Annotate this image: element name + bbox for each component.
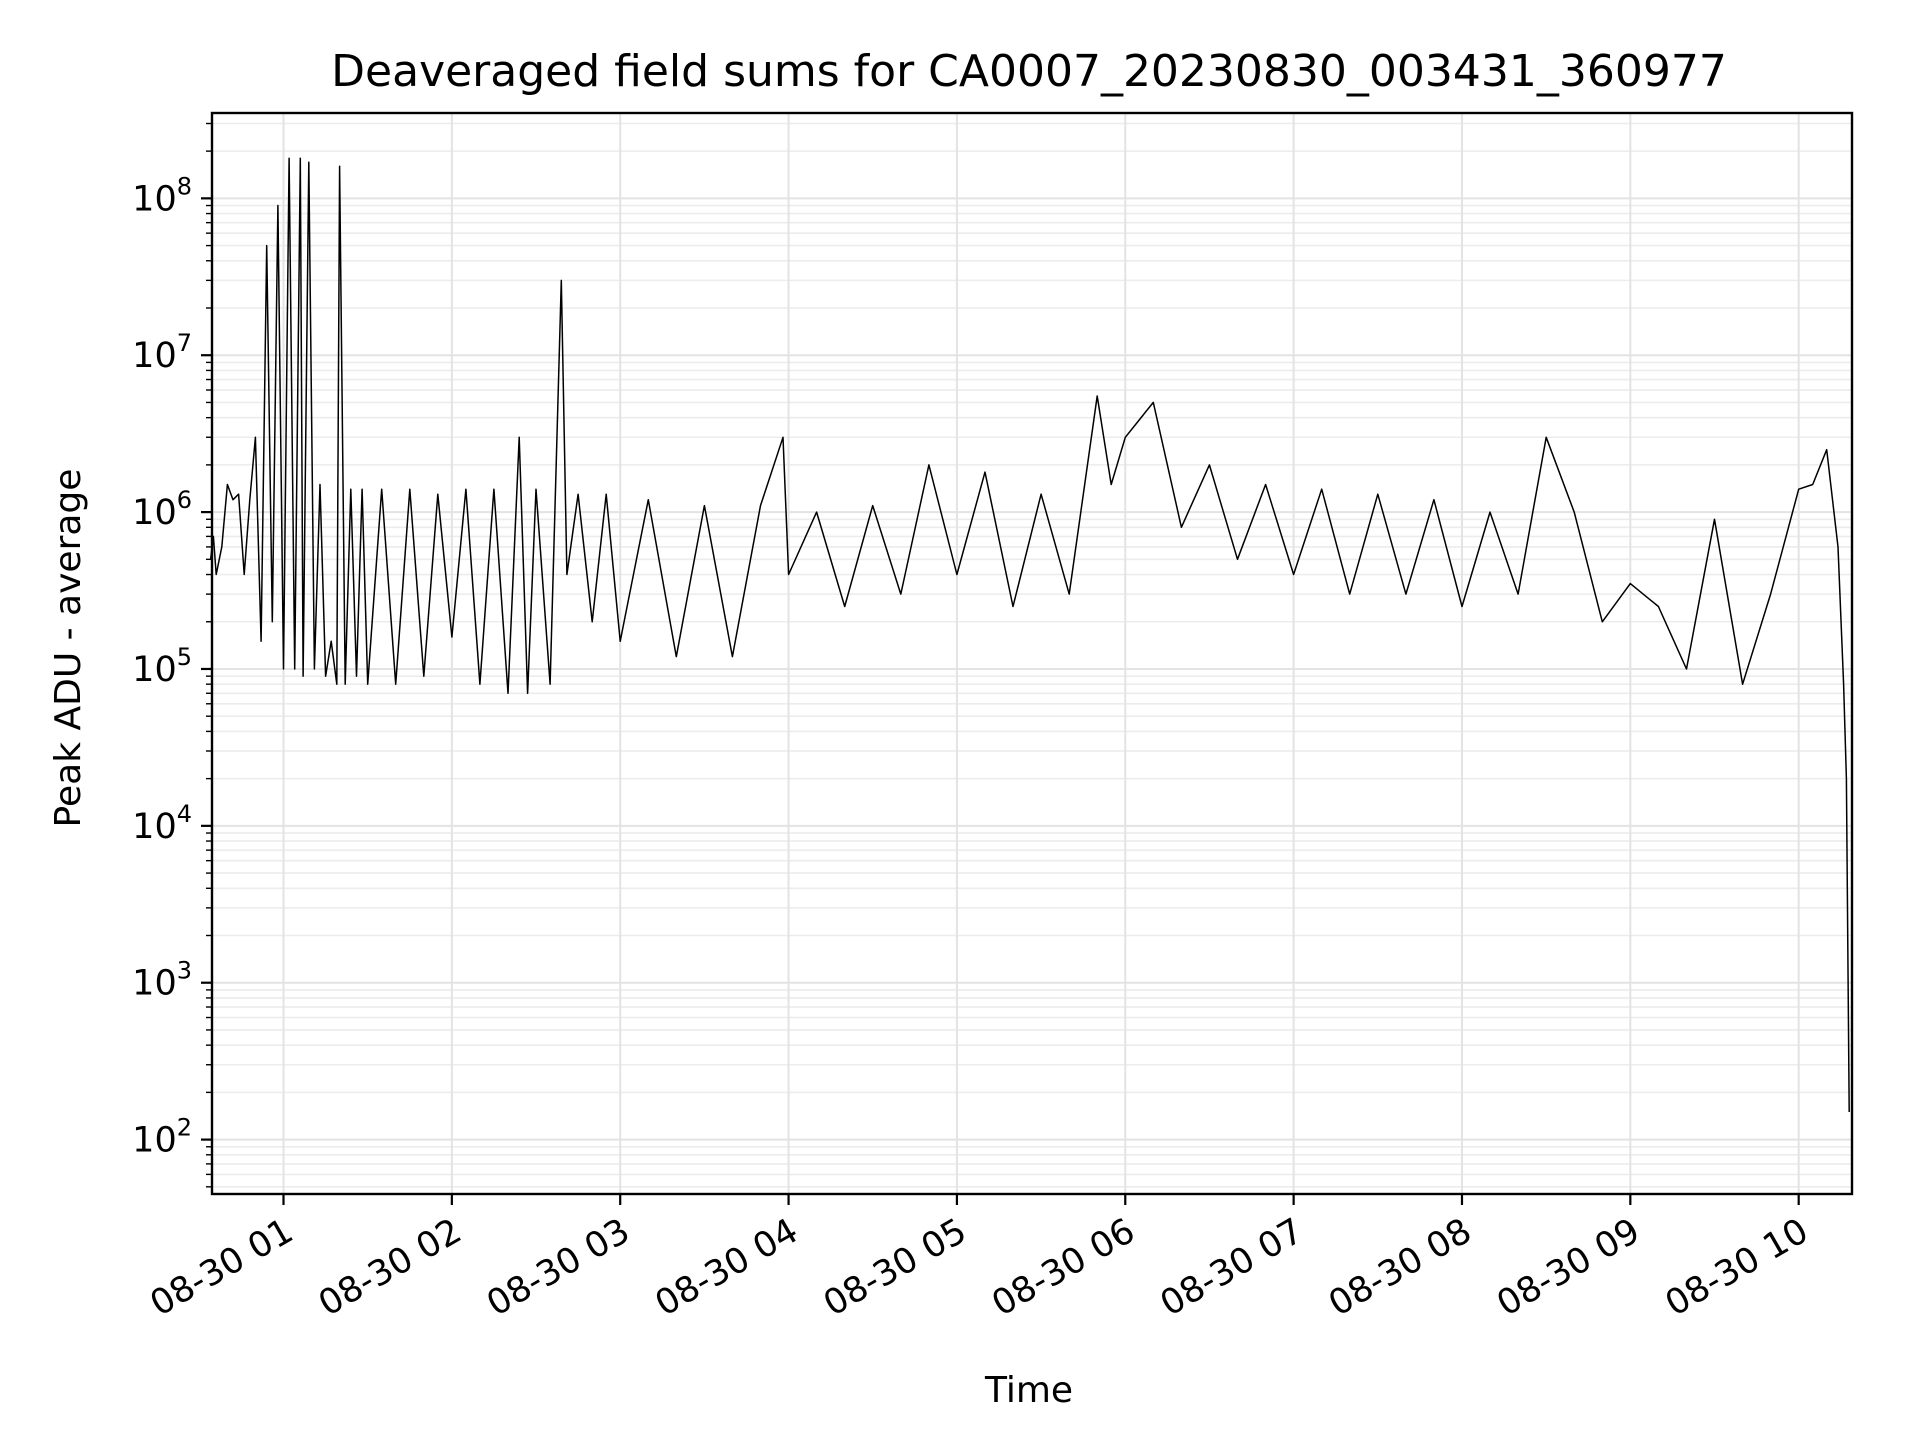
x-tick-label: 08-30 07 <box>1154 1211 1310 1324</box>
x-tick-label: 08-30 08 <box>1322 1211 1478 1324</box>
y-tick-label: 107 <box>132 329 192 376</box>
y-tick-label: 105 <box>132 643 192 690</box>
series-layer <box>209 157 1850 1113</box>
x-tick-label: 08-30 01 <box>144 1211 300 1324</box>
x-axis-label: Time <box>984 1370 1073 1411</box>
grid-layer <box>212 113 1852 1194</box>
x-tick-label: 08-30 03 <box>480 1211 636 1324</box>
y-tick-label: 102 <box>132 1114 192 1161</box>
x-tick-label: 08-30 02 <box>312 1211 468 1324</box>
series-line <box>209 157 1850 1113</box>
x-tick-label: 08-30 09 <box>1491 1211 1647 1324</box>
plot-frame <box>210 111 1854 1196</box>
x-tick-label: 08-30 06 <box>985 1211 1141 1324</box>
x-tick-label: 08-30 05 <box>817 1211 973 1324</box>
y-tick-label: 103 <box>132 957 192 1004</box>
x-tick-label: 08-30 04 <box>649 1211 805 1324</box>
y-axis-label: Peak ADU - average <box>48 469 89 828</box>
y-tick-label: 104 <box>132 800 192 847</box>
chart-title: Deaveraged field sums for CA0007_2023083… <box>331 46 1727 97</box>
y-tick-label: 106 <box>132 486 192 533</box>
y-tick-label: 108 <box>132 172 192 219</box>
x-tick-label: 08-30 10 <box>1659 1211 1815 1324</box>
